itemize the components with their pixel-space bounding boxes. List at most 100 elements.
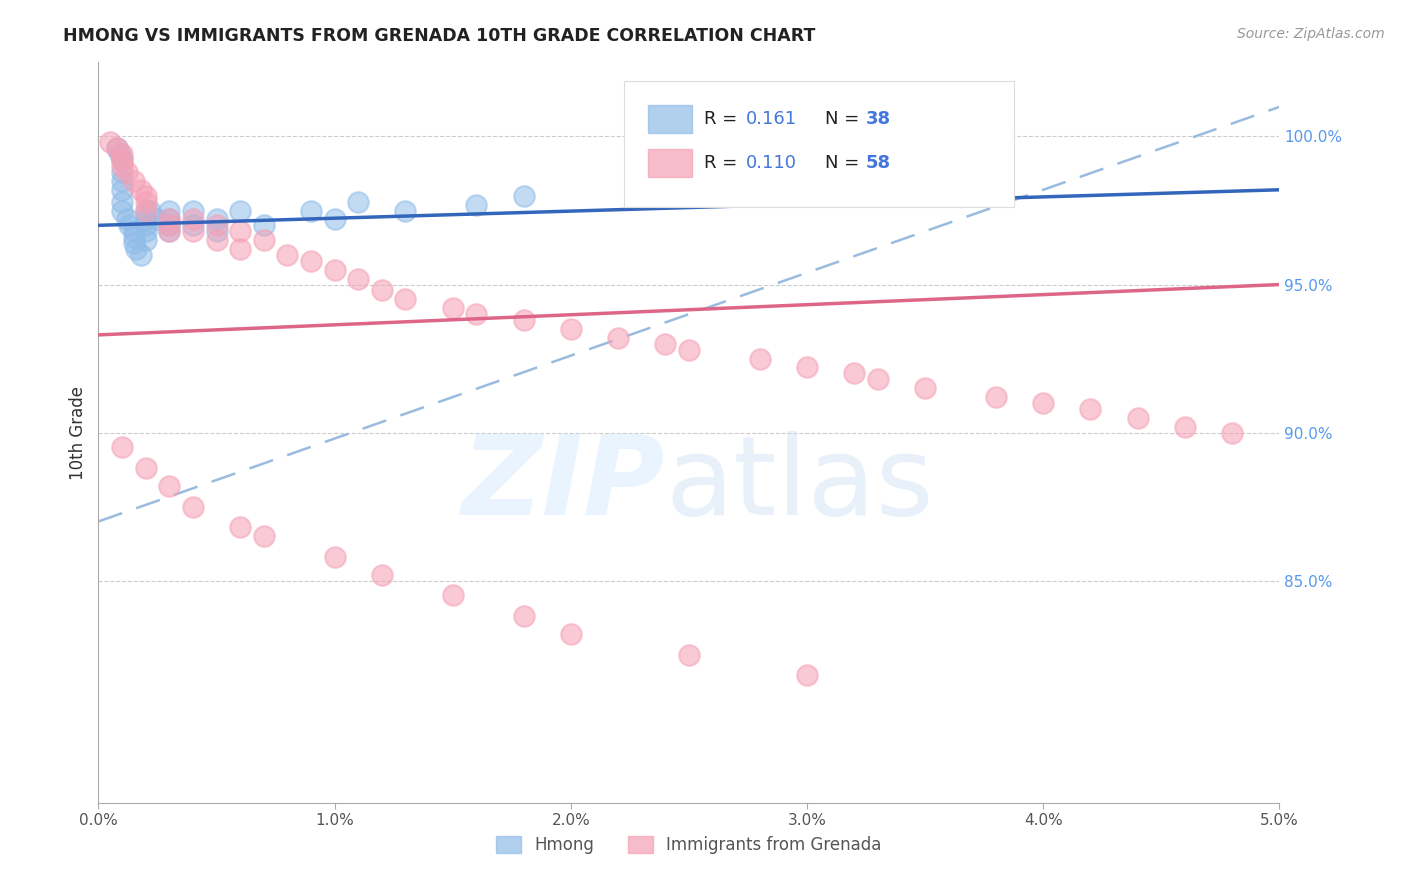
Point — [253, 529, 276, 543]
Text: Source: ZipAtlas.com: Source: ZipAtlas.com — [1237, 27, 1385, 41]
Point — [253, 233, 276, 247]
Point — [111, 203, 134, 218]
Point — [229, 520, 252, 534]
Text: atlas: atlas — [665, 431, 934, 538]
Point — [512, 609, 534, 624]
Y-axis label: 10th Grade: 10th Grade — [69, 385, 87, 480]
Point — [347, 194, 370, 209]
Point — [205, 212, 228, 227]
Point — [111, 441, 134, 455]
Point — [844, 367, 866, 381]
Point — [115, 212, 138, 227]
Point — [1220, 425, 1243, 440]
Point — [111, 194, 134, 209]
Point — [115, 165, 138, 179]
Point — [984, 390, 1007, 404]
Point — [394, 203, 416, 218]
Legend: Hmong, Immigrants from Grenada: Hmong, Immigrants from Grenada — [489, 830, 889, 861]
Text: ZIP: ZIP — [461, 431, 665, 538]
Point — [129, 183, 152, 197]
Point — [441, 589, 464, 603]
Point — [347, 271, 370, 285]
Point — [181, 212, 204, 227]
Point — [465, 197, 488, 211]
Point — [1126, 410, 1149, 425]
Point — [394, 293, 416, 307]
Point — [111, 153, 134, 168]
Point — [157, 219, 180, 233]
Point — [276, 248, 298, 262]
Point — [253, 219, 276, 233]
Point — [105, 141, 128, 155]
Text: N =: N = — [825, 154, 865, 172]
Point — [796, 360, 818, 375]
Point — [135, 233, 157, 247]
Point — [157, 479, 180, 493]
Point — [139, 203, 162, 218]
Point — [122, 236, 145, 251]
Point — [371, 567, 394, 582]
Point — [157, 219, 180, 233]
Point — [441, 301, 464, 316]
Point — [1080, 401, 1102, 416]
Point — [157, 224, 180, 238]
Point — [125, 242, 148, 256]
Point — [122, 174, 145, 188]
Point — [111, 153, 134, 168]
Point — [129, 248, 152, 262]
Point — [135, 194, 157, 209]
Point — [323, 262, 346, 277]
Point — [111, 147, 134, 161]
Point — [560, 627, 582, 641]
Bar — [648, 149, 693, 178]
Point — [299, 253, 322, 268]
Point — [157, 212, 180, 227]
Point — [181, 203, 204, 218]
Text: 38: 38 — [866, 110, 891, 128]
Point — [111, 159, 134, 173]
Text: HMONG VS IMMIGRANTS FROM GRENADA 10TH GRADE CORRELATION CHART: HMONG VS IMMIGRANTS FROM GRENADA 10TH GR… — [63, 27, 815, 45]
Text: N =: N = — [825, 110, 865, 128]
Text: R =: R = — [704, 110, 744, 128]
Point — [181, 500, 204, 514]
Point — [205, 233, 228, 247]
Point — [229, 242, 252, 256]
Point — [205, 224, 228, 238]
Point — [135, 203, 157, 218]
Point — [111, 183, 134, 197]
Text: 0.110: 0.110 — [745, 154, 797, 172]
Point — [1032, 396, 1054, 410]
Bar — [648, 104, 693, 133]
Point — [465, 307, 488, 321]
Point — [111, 174, 134, 188]
Point — [229, 203, 252, 218]
Point — [108, 147, 131, 161]
Point — [181, 224, 204, 238]
Text: 58: 58 — [866, 154, 891, 172]
Point — [678, 343, 700, 357]
Point — [98, 136, 121, 150]
Point — [866, 372, 889, 386]
Point — [157, 224, 180, 238]
Point — [157, 212, 180, 227]
Text: 0.161: 0.161 — [745, 110, 797, 128]
Point — [323, 212, 346, 227]
Point — [607, 331, 630, 345]
Point — [181, 219, 204, 233]
Point — [914, 381, 936, 395]
Point — [157, 203, 180, 218]
FancyBboxPatch shape — [624, 81, 1014, 207]
Point — [560, 322, 582, 336]
Point — [371, 284, 394, 298]
Point — [146, 212, 169, 227]
Point — [118, 219, 141, 233]
Point — [678, 648, 700, 662]
Point — [135, 461, 157, 475]
Point — [654, 336, 676, 351]
Point — [135, 188, 157, 202]
Point — [796, 668, 818, 682]
Point — [512, 188, 534, 202]
Text: R =: R = — [704, 154, 744, 172]
Point — [205, 219, 228, 233]
Point — [122, 230, 145, 244]
